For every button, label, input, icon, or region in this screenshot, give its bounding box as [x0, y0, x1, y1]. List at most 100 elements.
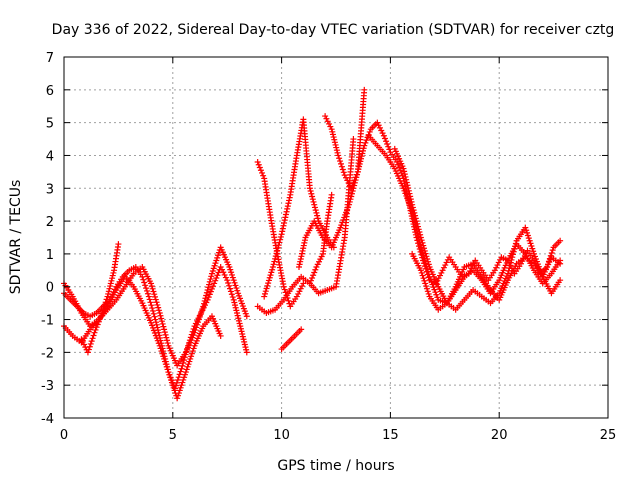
data-point [198, 308, 205, 315]
data-point [208, 273, 215, 280]
data-point [384, 140, 391, 147]
data-point [263, 285, 270, 292]
data-point [237, 323, 244, 330]
data-point [175, 390, 182, 397]
data-point [115, 241, 122, 248]
data-point [401, 171, 408, 178]
data-point [109, 275, 116, 282]
data-point [309, 196, 316, 203]
data-point [338, 163, 345, 170]
data-point [149, 285, 156, 292]
data-point [400, 165, 407, 172]
data-point [151, 293, 158, 300]
data-point [374, 119, 381, 126]
y-tick-label: 2 [46, 215, 54, 230]
data-point [405, 185, 412, 192]
data-point [265, 280, 272, 287]
data-point [424, 288, 431, 295]
data-point [211, 280, 218, 287]
data-point [207, 288, 214, 295]
data-point [105, 290, 112, 297]
data-point [188, 353, 195, 360]
data-point [259, 169, 266, 176]
data-point [421, 277, 428, 284]
data-point [507, 262, 514, 269]
data-point [242, 344, 249, 351]
data-point [238, 328, 245, 335]
data-point [269, 264, 276, 271]
data-point [314, 261, 321, 268]
data-point [195, 316, 202, 323]
data-point [181, 371, 188, 378]
data-point [339, 166, 346, 173]
data-point [163, 334, 170, 341]
data-point [443, 259, 450, 266]
data-point [528, 243, 535, 250]
data-point [417, 231, 424, 238]
data-point [208, 270, 215, 277]
data-point [286, 194, 293, 201]
data-point [231, 299, 238, 306]
data-point [403, 179, 410, 186]
data-point [362, 139, 369, 146]
data-point [243, 349, 250, 356]
data-point [336, 155, 343, 162]
data-point [107, 280, 114, 287]
data-point [376, 124, 383, 131]
data-points [61, 86, 564, 402]
data-point [425, 290, 432, 297]
data-point [491, 267, 498, 274]
data-point [423, 283, 430, 290]
data-point [375, 122, 382, 129]
data-point [201, 297, 208, 304]
data-point [229, 274, 236, 281]
data-point [418, 237, 425, 244]
data-point [313, 209, 320, 216]
data-point [438, 269, 445, 276]
data-point [274, 244, 281, 251]
data-point [164, 340, 171, 347]
data-point [421, 247, 428, 254]
data-point [197, 311, 204, 318]
data-point [361, 86, 368, 93]
data-point [275, 242, 282, 249]
data-point [97, 313, 104, 320]
y-axis-ticks: -4 -3 -2 -1 0 1 2 3 4 5 6 7 [41, 51, 608, 427]
data-point [151, 291, 158, 298]
data-point [140, 276, 147, 283]
data-point [383, 138, 390, 145]
data-point [215, 252, 222, 259]
data-point [166, 371, 173, 378]
data-point [286, 197, 293, 204]
data-point [335, 152, 342, 159]
data-point [233, 285, 240, 292]
data-point [175, 392, 182, 399]
x-axis-ticks: 0 5 10 15 20 25 [60, 57, 616, 443]
data-point [145, 293, 152, 300]
data-point [161, 329, 168, 336]
data-point [527, 240, 534, 247]
data-point [313, 264, 320, 271]
data-point [241, 338, 248, 345]
data-point [418, 269, 425, 276]
data-point [511, 245, 518, 252]
data-point [282, 211, 289, 218]
data-point [420, 242, 427, 249]
data-point [508, 256, 515, 263]
data-point [109, 272, 116, 279]
data-point [255, 161, 262, 168]
data-point [227, 266, 234, 273]
data-point [276, 239, 283, 246]
data-point [180, 376, 187, 383]
data-point [337, 158, 344, 165]
data-point [333, 144, 340, 151]
data-point [363, 137, 370, 144]
data-point [435, 275, 442, 282]
data-point [510, 248, 517, 255]
data-point [142, 282, 149, 289]
data-point [200, 303, 207, 310]
data-point [327, 123, 334, 130]
data-point [91, 329, 98, 336]
data-point [152, 296, 159, 303]
